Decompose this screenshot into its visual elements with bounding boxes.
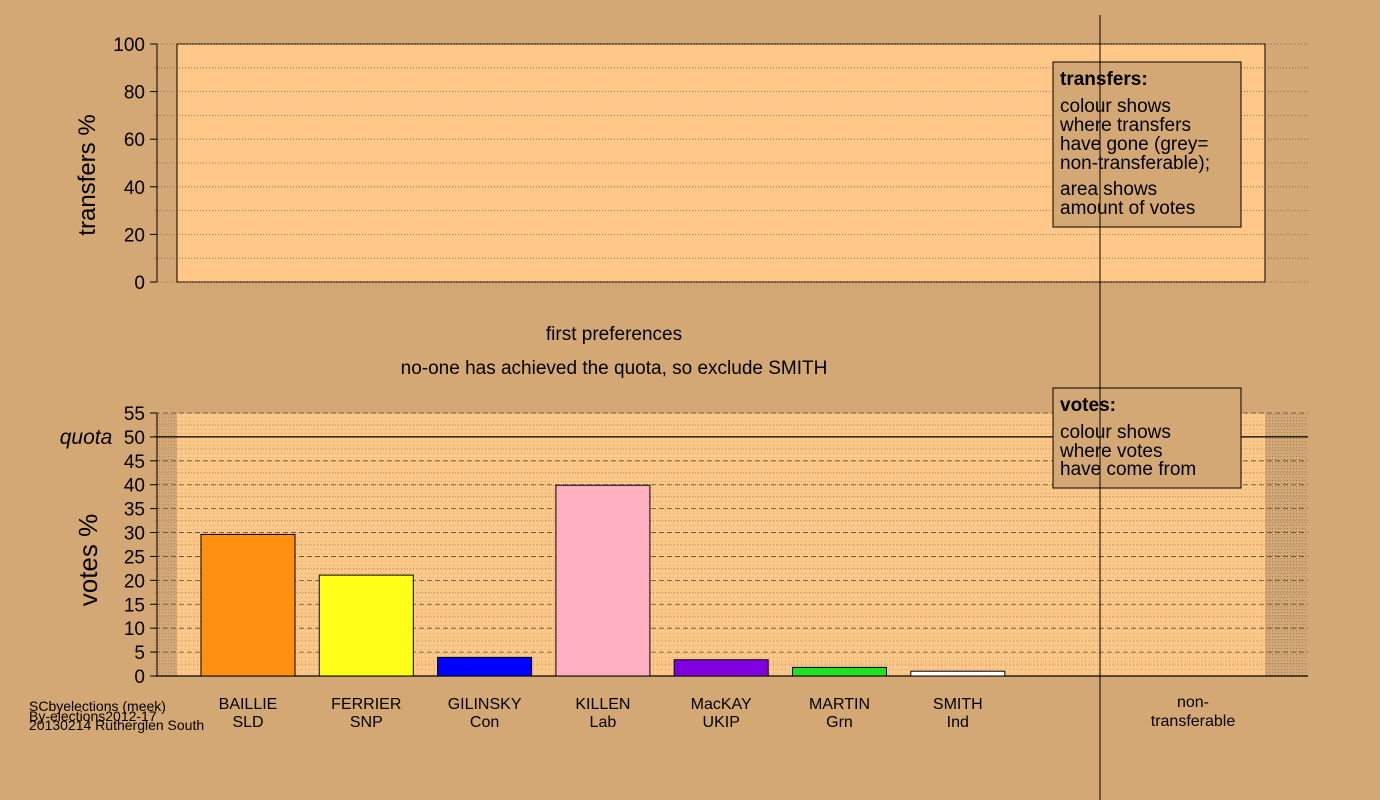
transfers-legend-title: transfers: [1060,69,1148,90]
bar-mackay [673,659,769,677]
x-label-party: UKIP [703,714,740,731]
votes-legend-box [1052,387,1242,489]
bar-ferrier [318,574,414,677]
transfers-legend-box [1052,61,1242,228]
x-label-party: Grn [826,714,853,731]
x-label-candidate: MacKAY [691,696,752,713]
transfers-legend-line: area shows [1060,179,1157,200]
x-label-party: SNP [350,714,383,731]
transfers-legend-line: non-transferable); [1060,153,1210,174]
transfers-legend-line: colour shows [1060,96,1171,117]
votes-legend-line: colour shows [1060,422,1171,443]
footer: SCbyelections (meek) By-elections2012-17… [29,698,204,733]
votes-y-tick-label: 35 [124,500,145,521]
votes-y-tick-label: 55 [124,404,145,425]
transfers-y-tick-label: 60 [124,130,145,151]
stage-subcaption: no-one has achieved the quota, so exclud… [401,358,828,379]
x-label-candidate: SMITH [933,696,983,713]
x-label-candidate: FERRIER [331,696,401,713]
transfers-y-tick-label: 80 [124,83,145,104]
votes-y-tick-label: 10 [124,619,145,640]
x-label-candidate: GILINSKY [448,696,522,713]
transfers-legend-line: amount of votes [1060,198,1195,219]
quota-label: quota [60,426,113,449]
footer-line: 20130214 Rutherglen South [29,717,204,733]
bar-killen [555,484,651,677]
votes-y-tick-label: 45 [124,452,145,473]
x-label-party: Lab [590,714,617,731]
transfers-y-tick-label: 40 [124,178,145,199]
transfers-y-tick-label: 20 [124,225,145,246]
votes-y-tick-label: 40 [124,476,145,497]
transfers-y-tick-label: 100 [113,35,145,56]
votes-legend-title: votes: [1060,395,1116,416]
x-label-candidate: BAILLIE [219,696,278,713]
x-label-candidate: MARTIN [809,696,870,713]
x-label-candidate: KILLEN [575,696,630,713]
votes-y-tick-label: 0 [134,667,145,688]
footer-line: By-elections2012-17 [29,708,157,724]
votes-legend: votes: colour shows where votes have com… [1052,387,1242,489]
nontransferable-label: transferable [1151,713,1236,730]
votes-y-tick-label: 30 [124,524,145,545]
transfers-y-axis-label: transfers % [74,114,101,235]
x-label-party: Ind [947,714,969,731]
votes-y-tick-label: 20 [124,571,145,592]
bar-martin [792,666,887,677]
x-label-party: Con [470,714,499,731]
left-margin-shade [155,413,177,676]
votes-bars [200,484,1006,677]
bar-gilinsky [437,656,533,677]
transfers-legend-line: where transfers [1059,115,1191,136]
transfers-legend-line: have gone (grey= [1060,134,1208,155]
transfers-y-tick-label: 0 [134,273,145,294]
bar-baillie [200,533,296,677]
votes-y-axis-label: votes % [73,514,103,607]
bar-smith [910,670,1006,677]
votes-y-tick-label: 25 [124,547,145,568]
nontransferable-label: non- [1177,694,1209,711]
votes-legend-line: have come from [1060,459,1196,480]
footer-line: SCbyelections (meek) [29,698,166,714]
stage-caption: first preferences [546,324,682,345]
transfers-legend: transfers: colour shows where transfers … [1052,61,1242,228]
votes-y-tick-label: 5 [134,643,145,664]
x-label-party: SLD [232,714,263,731]
votes-y-tick-label: 50 [124,428,145,449]
votes-y-tick-label: 15 [124,595,145,616]
transfers-y-ticks: 0 20 40 60 80 100 [113,35,158,294]
votes-legend-line: where votes [1059,441,1162,462]
